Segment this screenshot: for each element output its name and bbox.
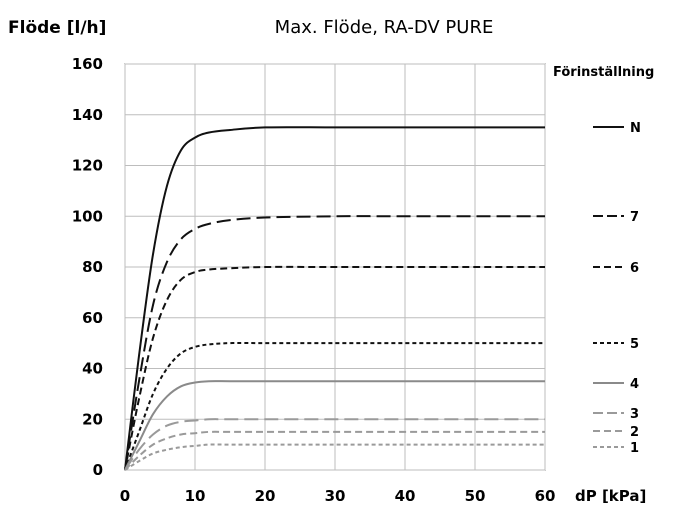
y-tick-label: 160 [72,55,103,73]
x-tick-label: 60 [535,487,556,505]
y-tick-label: 20 [82,410,103,428]
x-axis-label: dP [kPa] [575,487,646,505]
legend-label-1: 1 [630,441,639,456]
series-line-2 [124,430,545,471]
legend-label-5: 5 [630,337,639,352]
series-line-3 [124,418,545,471]
y-tick-label: 60 [82,309,103,327]
legend-label-6: 6 [630,261,639,276]
x-tick-label: 40 [395,487,416,505]
series-line-1 [124,443,545,471]
legend-label-N: N [630,121,641,136]
y-tick-labels: 0 20 40 60 80 100 120 140 160 [72,55,103,479]
legend-title: Förinställning [553,65,654,80]
y-tick-label: 100 [72,207,103,225]
legend: N 7 6 5 4 3 21 [593,121,641,456]
chart-title: Max. Flöde, RA-DV PURE [275,17,494,38]
legend-label-3: 3 [630,407,639,422]
legend-label-4: 4 [630,377,639,392]
y-tick-label: 80 [82,258,103,276]
x-tick-label: 20 [255,487,276,505]
series-line-4 [124,380,545,471]
x-tick-label: 30 [325,487,346,505]
series-lines [124,126,546,471]
legend-label-7: 7 [630,210,639,225]
x-tick-label: 10 [185,487,206,505]
series-line-N [124,126,546,471]
y-tick-label: 140 [72,106,103,124]
series-line-7 [124,215,545,471]
y-tick-label: 0 [93,461,103,479]
x-tick-label: 50 [465,487,486,505]
x-tick-label: 0 [120,487,130,505]
series-line-5 [124,342,545,471]
y-tick-label: 40 [82,360,103,378]
y-tick-label: 120 [72,157,103,175]
y-axis-label: Flöde [l/h] [8,18,106,38]
legend-label-2: 2 [630,425,639,440]
x-tick-labels: 0 10 20 30 40 50 60 [120,487,556,505]
series-line-6 [124,265,545,471]
